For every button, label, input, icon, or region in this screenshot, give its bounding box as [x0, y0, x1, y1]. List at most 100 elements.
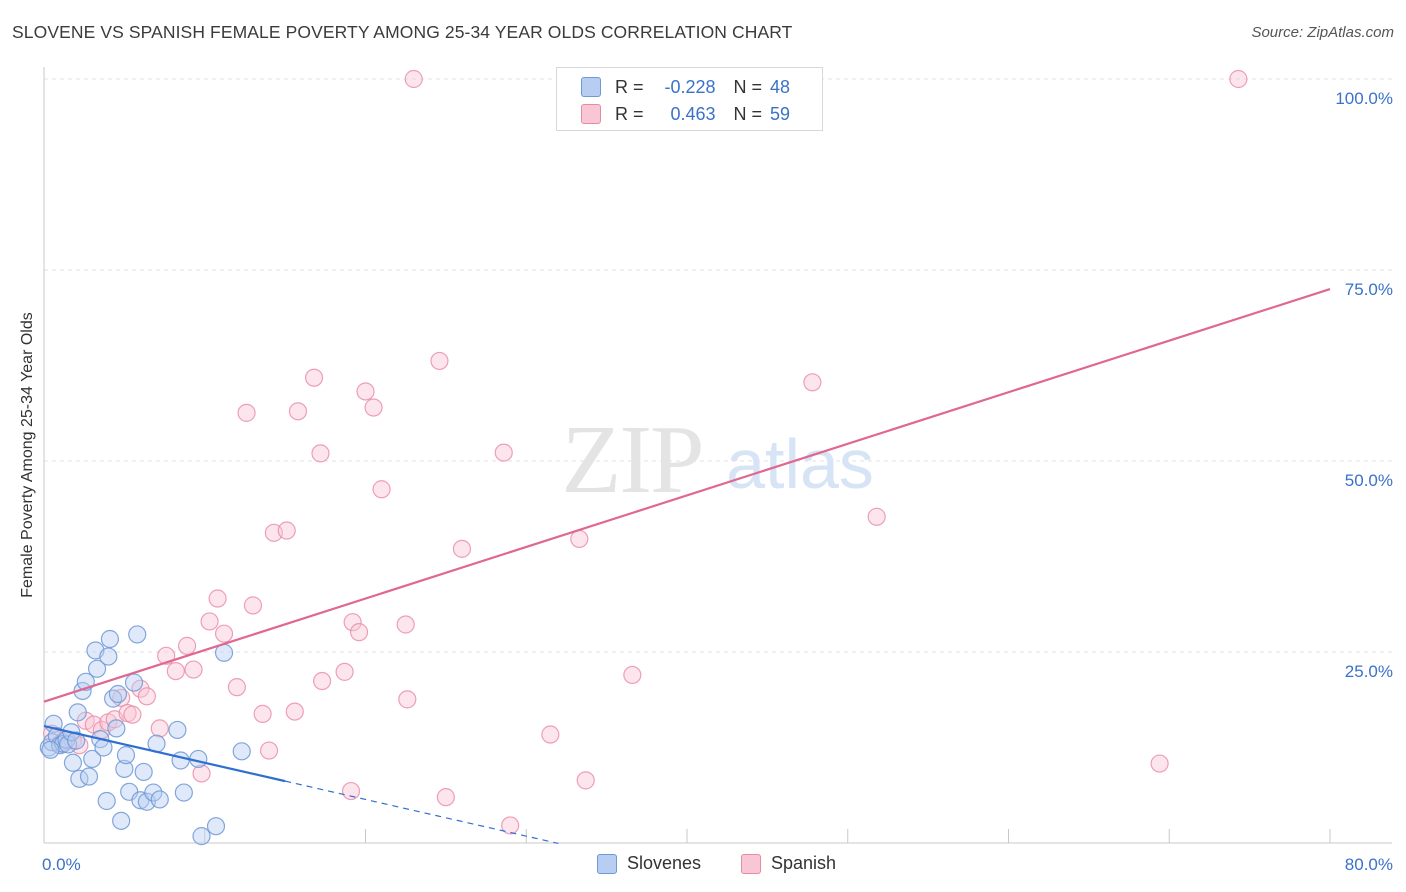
slovenes-point — [128, 625, 147, 644]
x-tick-label-min: 0.0% — [42, 855, 81, 874]
trend-lines — [43, 288, 1331, 845]
spanish-point — [436, 788, 455, 807]
spanish-point — [404, 69, 423, 89]
watermark-atlas: atlas — [726, 425, 874, 503]
spanish-point — [150, 719, 169, 738]
spanish-point — [1229, 69, 1248, 89]
r-value: 0.463 — [670, 103, 716, 124]
spanish-point — [137, 687, 156, 706]
slovenes-point — [41, 740, 60, 759]
spanish-point — [200, 612, 219, 631]
r-label: R = — [615, 103, 644, 124]
spanish-point — [335, 662, 354, 681]
slovenes-point — [67, 731, 86, 750]
spanish-trend-line — [43, 288, 1331, 703]
slovenes-trend-extension — [284, 780, 559, 845]
slovenes-point — [83, 749, 102, 769]
slovenes-point — [79, 767, 99, 786]
spanish-point — [277, 521, 296, 540]
spanish-point — [430, 351, 449, 371]
spanish-point — [349, 623, 369, 642]
chart-title: SLOVENE VS SPANISH FEMALE POVERTY AMONG … — [12, 22, 793, 42]
spanish-point — [227, 678, 246, 697]
axes — [43, 67, 1392, 844]
spanish-point — [576, 771, 595, 790]
spanish-point — [311, 444, 330, 463]
slovenes-point — [168, 720, 187, 740]
slovenes-points — [39, 625, 251, 846]
slovenes-swatch — [581, 77, 601, 97]
spanish-swatch — [741, 853, 761, 874]
slovenes-point — [206, 817, 226, 836]
spanish-point — [398, 690, 417, 709]
r-value: -0.228 — [664, 76, 716, 97]
n-label: N = — [733, 76, 763, 97]
slovenes-point — [63, 753, 83, 772]
n-value: 48 — [770, 76, 791, 97]
spanish-point — [343, 613, 362, 632]
grid-lines — [44, 78, 1392, 653]
legend-row-slovenes: R = -0.228 N = 48 — [581, 75, 790, 99]
source-label: Source: ZipAtlas.com — [1251, 24, 1394, 41]
spanish-point — [288, 402, 308, 421]
slovenes-point — [87, 659, 107, 678]
slovenes-trend-line — [43, 725, 286, 783]
slovenes-point — [97, 791, 116, 811]
legend-item-slovenes[interactable]: Slovenes — [597, 853, 701, 874]
slovenes-point — [115, 759, 134, 778]
r-label: R = — [615, 76, 644, 97]
y-tick-label: 75.0% — [1345, 280, 1393, 299]
series-legend: Slovenes Spanish — [0, 853, 1406, 877]
legend-row-spanish: R = 0.463 N = 59 — [581, 102, 790, 126]
slovenes-point — [134, 762, 153, 782]
slovenes-point — [112, 811, 131, 830]
spanish-point — [243, 596, 263, 615]
spanish-point — [1150, 754, 1169, 773]
spanish-point — [364, 398, 383, 417]
slovenes-point — [124, 673, 144, 692]
slovenes-point — [100, 629, 120, 649]
spanish-points — [42, 69, 1248, 835]
slovenes-point — [174, 783, 193, 802]
spanish-point — [184, 660, 203, 679]
spanish-point — [494, 443, 513, 462]
watermark-zip: ZIP — [562, 406, 703, 514]
y-tick-label: 100.0% — [1335, 89, 1393, 108]
spanish-point — [285, 702, 304, 721]
spanish-point — [259, 741, 279, 760]
slovenes-point — [192, 827, 211, 846]
n-label: N = — [733, 103, 763, 124]
spanish-point — [452, 539, 472, 558]
slovenes-point — [171, 751, 190, 770]
slovenes-point — [116, 746, 136, 765]
stats-legend: R = -0.228 N = 48 R = 0.463 N = 59 — [556, 67, 823, 131]
slovenes-point — [99, 647, 118, 666]
spanish-point — [123, 705, 142, 724]
spanish-point — [312, 671, 332, 691]
slovenes-point — [150, 790, 169, 809]
x-tick-label-max: 80.0% — [1345, 855, 1393, 874]
legend-label-slovenes: Slovenes — [627, 853, 702, 873]
spanish-point — [356, 382, 375, 401]
spanish-point — [396, 615, 415, 634]
slovenes-point — [108, 684, 128, 704]
legend-label-spanish: Spanish — [771, 853, 837, 873]
spanish-point — [214, 624, 234, 643]
y-tick-label: 50.0% — [1345, 471, 1393, 490]
spanish-point — [192, 764, 211, 783]
spanish-point — [237, 403, 256, 422]
spanish-point — [166, 661, 185, 681]
watermark: ZIP atlas — [562, 406, 874, 514]
spanish-point — [208, 589, 227, 608]
spanish-point — [253, 704, 272, 723]
n-value: 59 — [770, 103, 791, 124]
spanish-point — [803, 373, 822, 392]
spanish-point — [372, 480, 391, 499]
slovenes-point — [232, 742, 251, 761]
spanish-point — [623, 665, 642, 685]
slovenes-point — [144, 783, 163, 802]
tick-labels: 25.0% 50.0% 75.0% 100.0% 0.0% 80.0% — [42, 89, 1393, 874]
legend-item-spanish[interactable]: Spanish — [741, 853, 836, 874]
slovenes-swatch — [597, 853, 617, 874]
